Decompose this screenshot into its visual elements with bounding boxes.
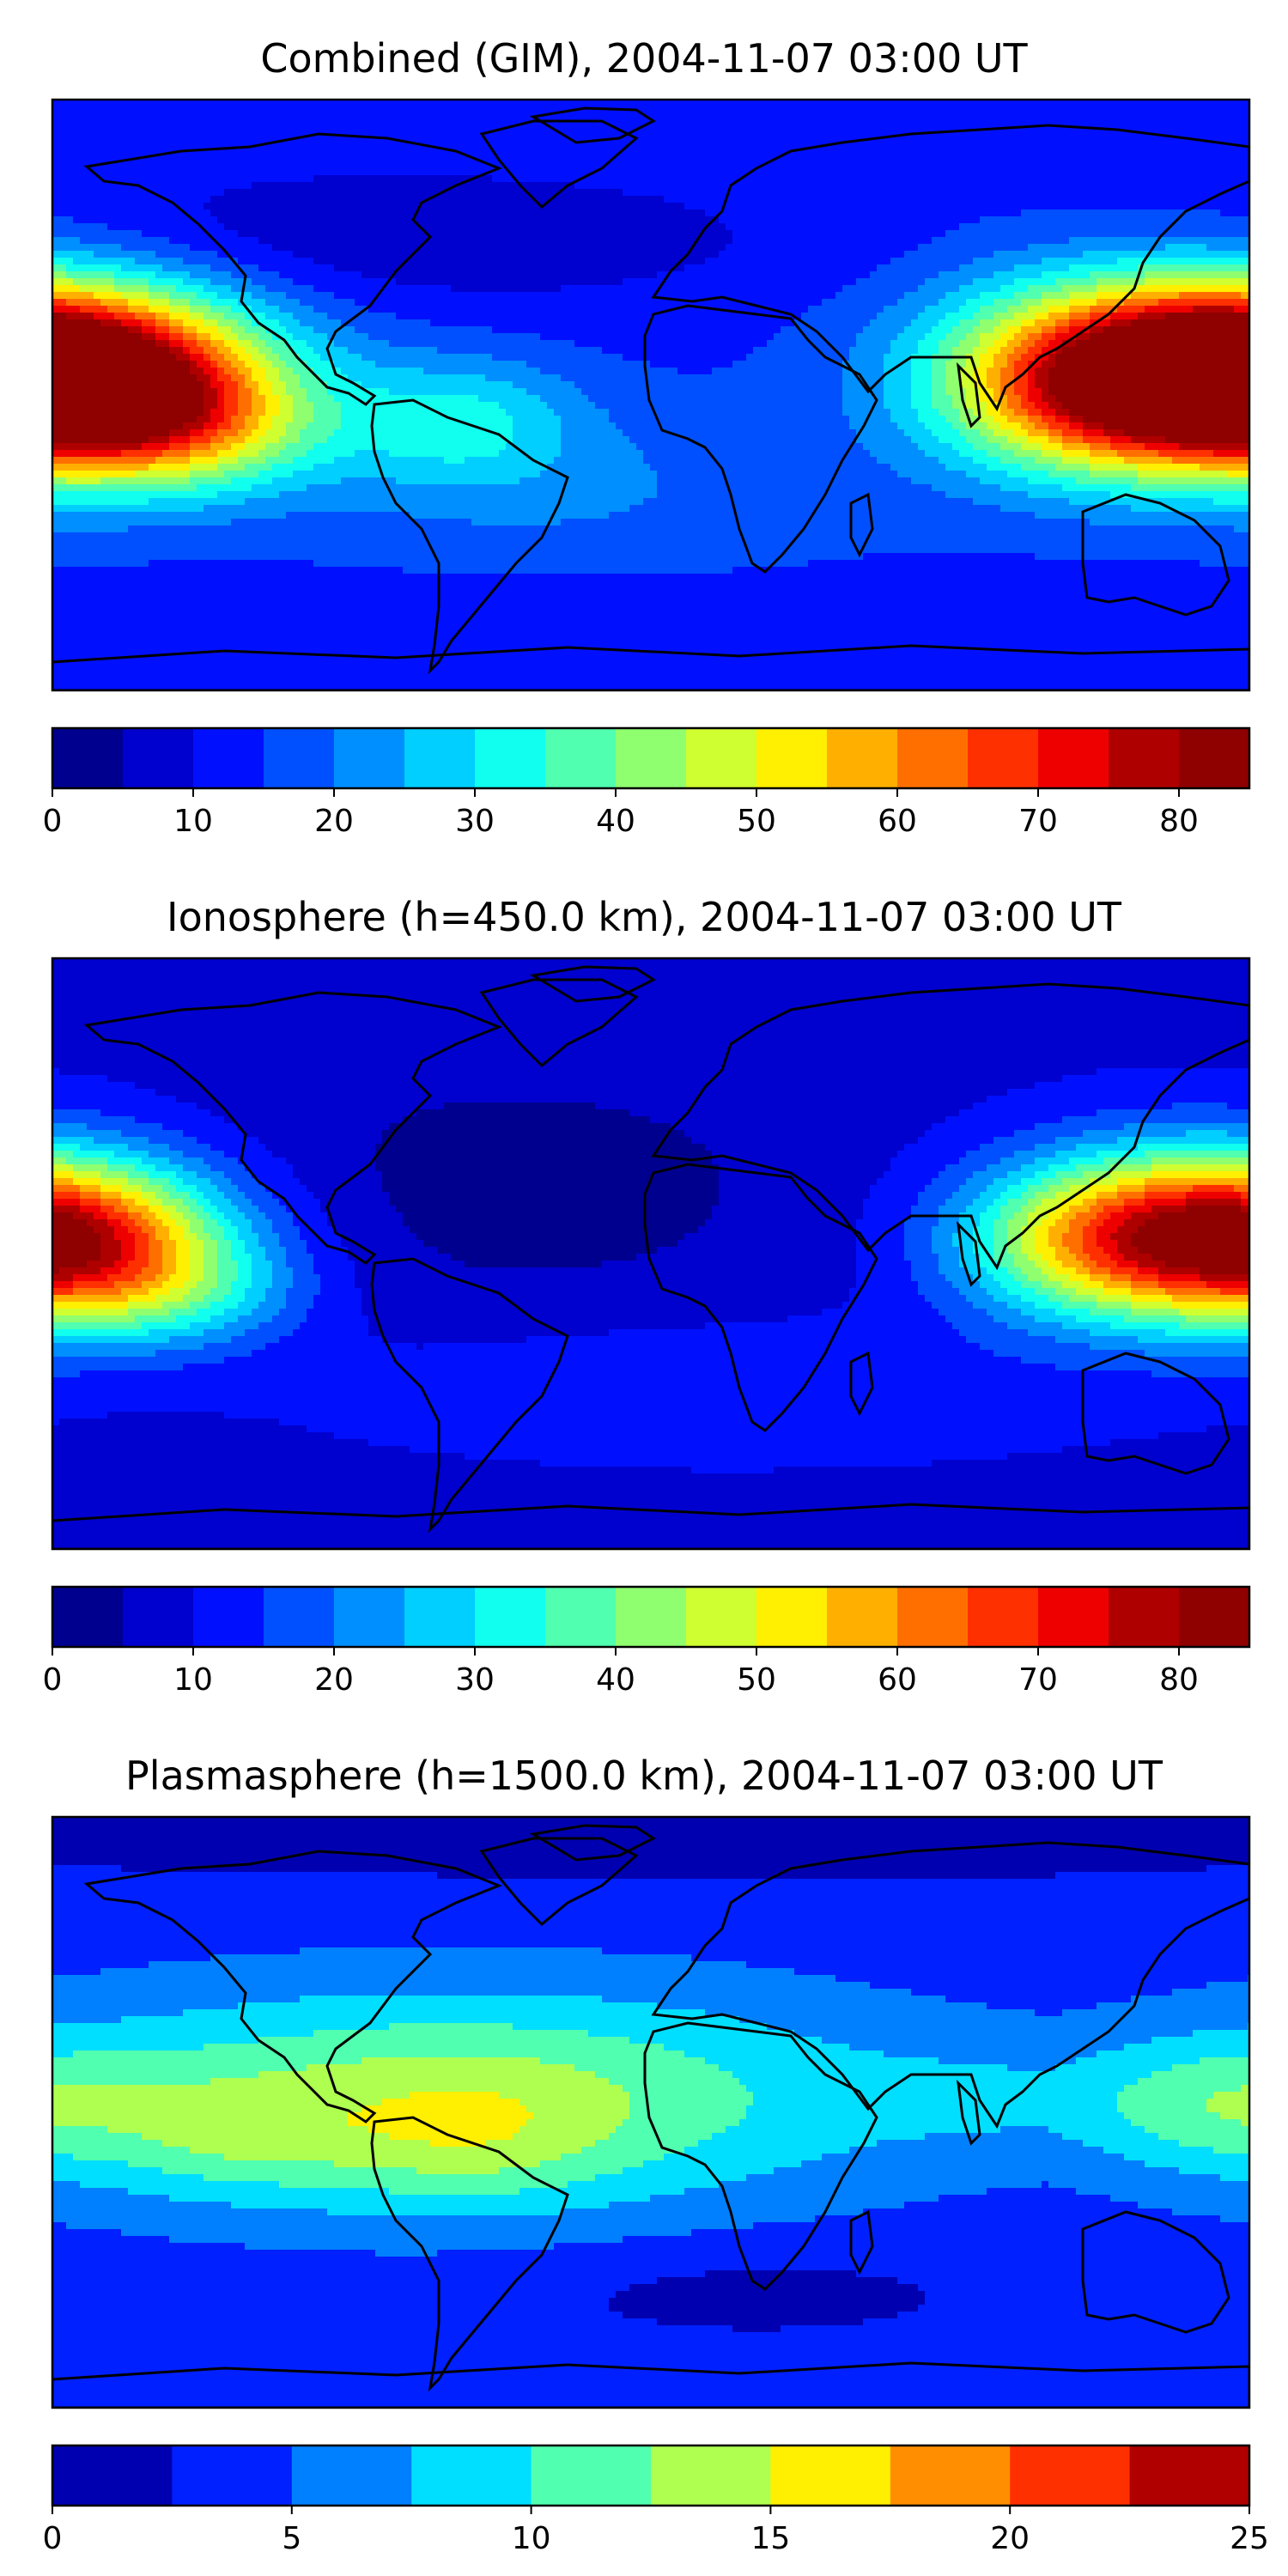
colorbar-segment — [756, 1587, 828, 1647]
colorbar-segment — [770, 2445, 891, 2506]
colorbar-segment — [193, 728, 264, 788]
colorbar-segment — [334, 1587, 405, 1647]
colorbar-segment — [545, 728, 617, 788]
colorbar-segment — [545, 1587, 617, 1647]
map-frame — [51, 98, 1251, 692]
colorbar-segment — [897, 1587, 969, 1647]
contour-field — [52, 958, 1249, 1549]
colorbar-segment — [1010, 2445, 1131, 2506]
colorbar-segment — [475, 728, 546, 788]
colorbar: 0 10 20 30 40 50 60 70 80 — [43, 726, 1251, 839]
colorbar-tick-label: 20 — [990, 2521, 1030, 2556]
colorbar-tick-label: 10 — [173, 1662, 213, 1698]
colorbar-segment — [52, 728, 124, 788]
colorbar-segment — [172, 2445, 293, 2506]
colorbar-segment — [756, 728, 828, 788]
colorbar-segment — [968, 1587, 1039, 1647]
colorbar-tick-label: 30 — [455, 1662, 495, 1698]
colorbar-border — [51, 1585, 1251, 1649]
colorbar-segment — [123, 1587, 194, 1647]
colorbar-segment — [1038, 728, 1109, 788]
colorbar-tick-label: 20 — [314, 804, 354, 839]
colorbar-segment — [890, 2445, 1011, 2506]
colorbar-segment — [475, 1587, 546, 1647]
colorbar-tick-label: 5 — [282, 2521, 301, 2556]
colorbar-segment — [1109, 1587, 1180, 1647]
colorbar: 0 5 10 15 20 25 — [43, 2444, 1269, 2556]
colorbar-tick-label: 80 — [1159, 1662, 1199, 1698]
colorbar-tick-label: 15 — [750, 2521, 790, 2556]
colorbar-tick-label: 70 — [1018, 1662, 1058, 1698]
colorbar-tick-label: 40 — [596, 1662, 635, 1698]
colorbar-tick-label: 10 — [173, 804, 213, 839]
colorbar-segment — [1038, 1587, 1109, 1647]
colorbar-tick-label: 20 — [314, 1662, 354, 1698]
colorbar-tick-label: 10 — [512, 2521, 551, 2556]
contour-field — [52, 100, 1249, 690]
colorbar-segment — [616, 728, 687, 788]
colorbar-segment — [897, 728, 969, 788]
colorbar-tick-label: 70 — [1018, 804, 1058, 839]
colorbar-tick-label: 50 — [737, 804, 776, 839]
colorbar-segment — [827, 728, 898, 788]
colorbar-segment — [531, 2445, 652, 2506]
plasmasphere-panel: Plasmasphere (h=1500.0 km), 2004-11-07 0… — [43, 1753, 1269, 2556]
colorbar-segment — [686, 1587, 757, 1647]
colorbar-segment — [1129, 2445, 1250, 2506]
colorbar-segment — [52, 2445, 173, 2506]
map-frame — [51, 1815, 1251, 2409]
colorbar-segment — [123, 728, 194, 788]
colorbar-tick-label: 60 — [878, 804, 917, 839]
map-border — [51, 98, 1251, 692]
ionosphere-panel: Ionosphere (h=450.0 km), 2004-11-07 03:0… — [43, 894, 1251, 1698]
colorbar-tick-label: 40 — [596, 804, 635, 839]
colorbar-tick-label: 0 — [43, 1662, 63, 1698]
combined-panel: Combined (GIM), 2004-11-07 03:00 UT 0 10 2… — [43, 35, 1251, 839]
colorbar-segment — [404, 728, 476, 788]
panel-title: Combined (GIM), 2004-11-07 03:00 UT — [260, 35, 1028, 82]
colorbar-segment — [404, 1587, 476, 1647]
colorbar-segment — [411, 2445, 532, 2506]
colorbar-segment — [334, 728, 405, 788]
colorbar-segment — [1109, 728, 1180, 788]
contour-field — [52, 1817, 1249, 2408]
colorbar-border — [51, 2444, 1251, 2507]
colorbar-segment — [616, 1587, 687, 1647]
colorbar-border — [51, 726, 1251, 790]
colorbar-segment — [1179, 728, 1250, 788]
colorbar-tick-label: 0 — [43, 2521, 63, 2556]
colorbar-tick-label: 60 — [878, 1662, 917, 1698]
colorbar-segment — [651, 2445, 771, 2506]
panel-title: Plasmasphere (h=1500.0 km), 2004-11-07 0… — [125, 1753, 1163, 1799]
colorbar-tick-label: 0 — [43, 804, 63, 839]
colorbar-segment — [193, 1587, 264, 1647]
colorbar-tick-label: 30 — [455, 804, 495, 839]
colorbar-segment — [291, 2445, 412, 2506]
colorbar-segment — [264, 1587, 335, 1647]
colorbar-tick-label: 50 — [737, 1662, 776, 1698]
colorbar-segment — [686, 728, 757, 788]
map-border — [51, 957, 1251, 1551]
colorbar-segment — [264, 728, 335, 788]
map-border — [51, 1815, 1251, 2409]
colorbar: 0 10 20 30 40 50 60 70 80 — [43, 1585, 1251, 1698]
colorbar-segment — [968, 728, 1039, 788]
colorbar-segment — [1179, 1587, 1250, 1647]
colorbar-tick-label: 25 — [1230, 2521, 1269, 2556]
colorbar-segment — [827, 1587, 898, 1647]
colorbar-tick-label: 80 — [1159, 804, 1199, 839]
panel-title: Ionosphere (h=450.0 km), 2004-11-07 03:0… — [167, 894, 1122, 940]
map-frame — [51, 957, 1251, 1551]
colorbar-segment — [52, 1587, 124, 1647]
